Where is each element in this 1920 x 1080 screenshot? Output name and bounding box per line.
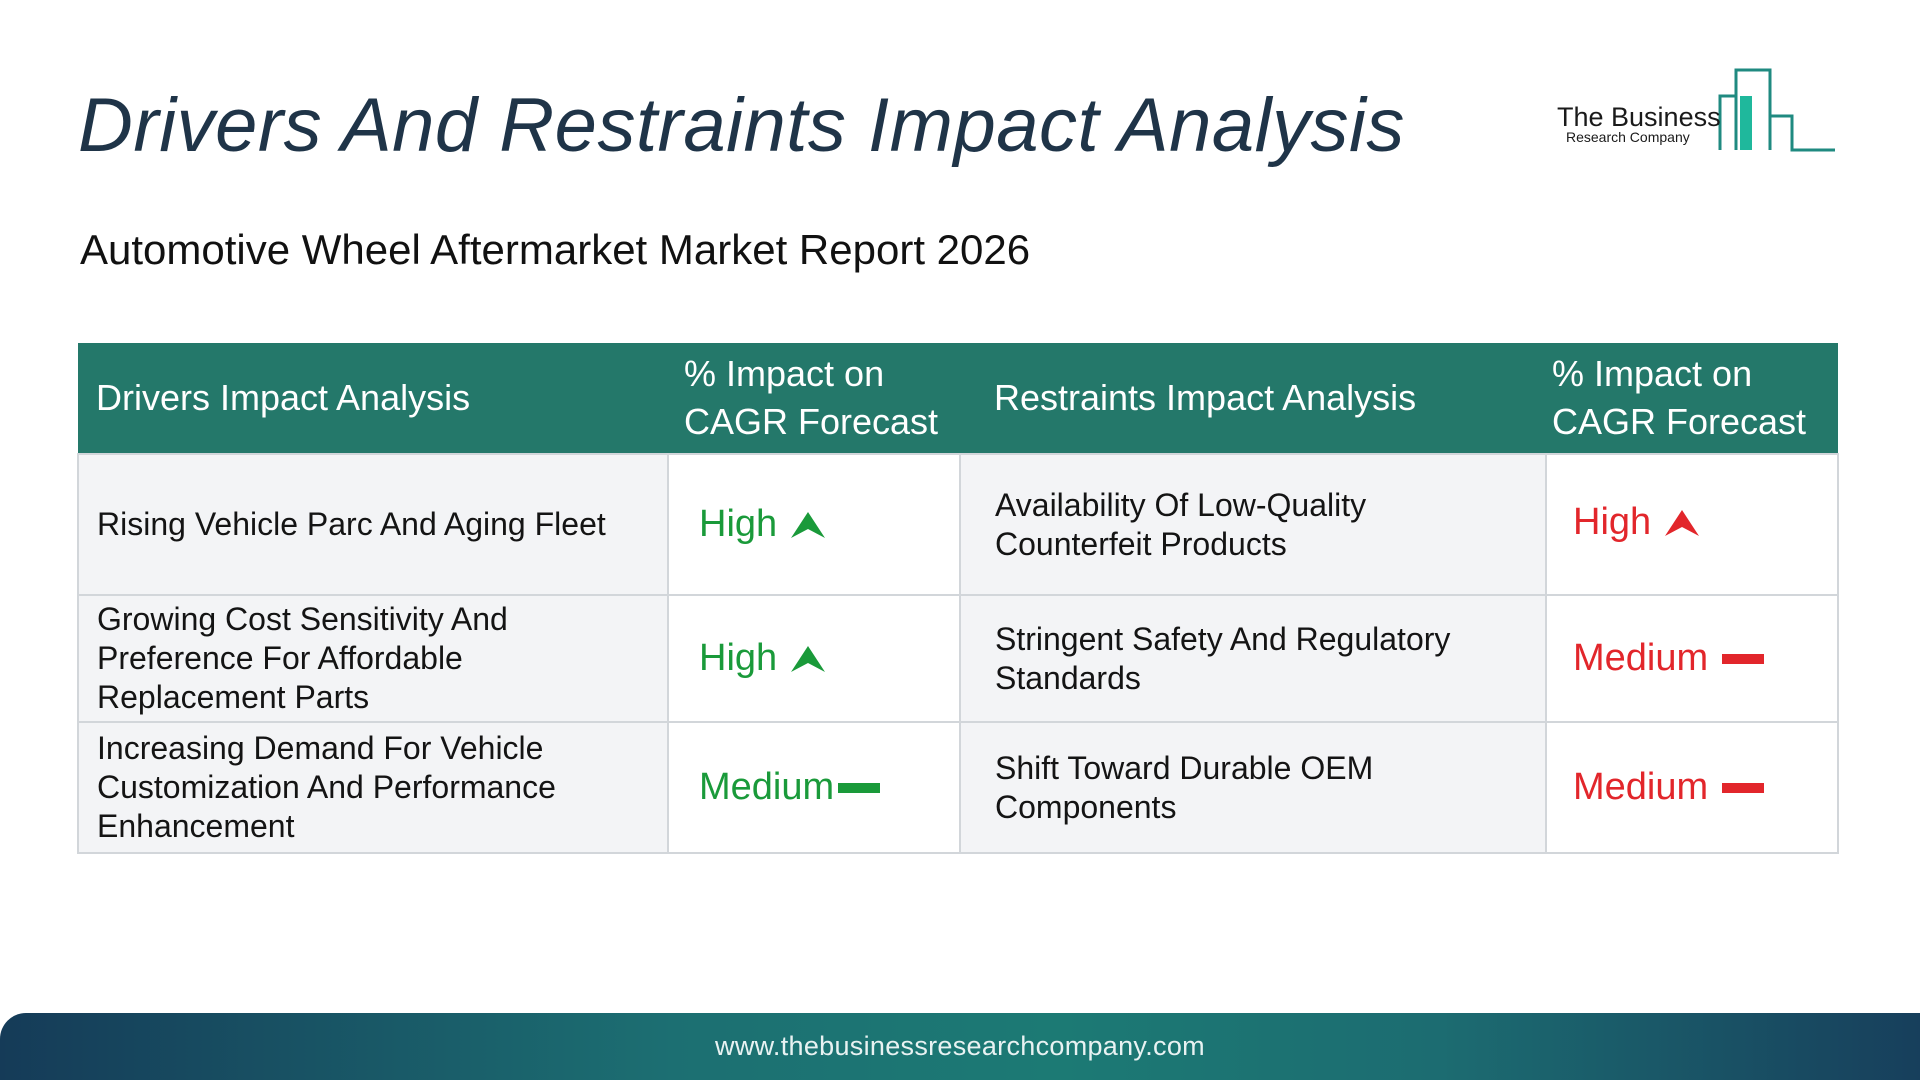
impact-table: Drivers Impact Analysis % Impact on CAGR…	[77, 343, 1839, 854]
driver-impact-cell: High	[667, 594, 961, 723]
impact-label: High	[1573, 501, 1652, 543]
restraint-impact-cell: High	[1545, 453, 1839, 596]
restraint-cell: Availability Of Low-Quality Counterfeit …	[959, 453, 1547, 596]
impact-label: Medium	[1573, 766, 1709, 808]
driver-impact-cell: High	[667, 453, 961, 596]
header-drivers: Drivers Impact Analysis	[78, 343, 668, 454]
header-restraints: Restraints Impact Analysis	[960, 343, 1546, 454]
driver-cell: Rising Vehicle Parc And Aging Fleet	[77, 453, 669, 596]
up-arrow-icon	[791, 645, 826, 672]
footer-url-link[interactable]: www.thebusinessresearchcompany.com	[715, 1031, 1205, 1061]
company-logo: The Business Research Company	[1552, 66, 1836, 156]
report-subtitle: Automotive Wheel Aftermarket Market Repo…	[80, 226, 1031, 273]
table-row: Rising Vehicle Parc And Aging Fleet High…	[77, 453, 1839, 596]
page-title: Drivers And Restraints Impact Analysis	[78, 83, 1405, 168]
header-drivers-impact: % Impact on CAGR Forecast	[668, 343, 960, 454]
up-arrow-icon	[1665, 509, 1700, 536]
driver-cell: Growing Cost Sensitivity And Preference …	[77, 594, 669, 723]
dash-icon	[838, 782, 881, 793]
restraint-impact-cell: Medium	[1545, 721, 1839, 854]
header-restraints-impact: % Impact on CAGR Forecast	[1546, 343, 1838, 454]
restraint-cell: Stringent Safety And Regulatory Standard…	[959, 594, 1547, 723]
impact-label: Medium	[699, 766, 835, 808]
dash-icon	[1722, 782, 1765, 793]
logo-text-line1: The Business	[1557, 102, 1721, 132]
footer-bar: www.thebusinessresearchcompany.com	[0, 1013, 1920, 1080]
driver-cell: Increasing Demand For Vehicle Customizat…	[77, 721, 669, 854]
restraint-impact-cell: Medium	[1545, 594, 1839, 723]
bar-chart-logo-icon	[1718, 68, 1835, 152]
logo-text-line2: Research Company	[1566, 129, 1690, 145]
restraint-cell: Shift Toward Durable OEM Components	[959, 721, 1547, 854]
dash-icon	[1722, 653, 1765, 664]
table-row: Growing Cost Sensitivity And Preference …	[77, 594, 1839, 723]
table-row: Increasing Demand For Vehicle Customizat…	[77, 721, 1839, 854]
driver-impact-cell: Medium	[667, 721, 961, 854]
impact-label: High	[699, 503, 778, 545]
impact-label: Medium	[1573, 637, 1709, 679]
impact-label: High	[699, 637, 778, 679]
table-header-row: Drivers Impact Analysis % Impact on CAGR…	[78, 343, 1838, 454]
up-arrow-icon	[791, 511, 826, 538]
